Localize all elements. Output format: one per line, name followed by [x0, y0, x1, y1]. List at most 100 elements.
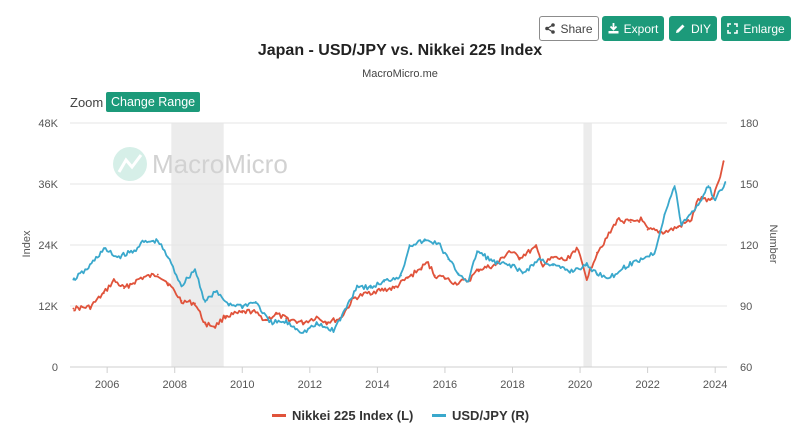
nikkei-line-point: [677, 226, 679, 229]
nikkei-line-point: [616, 218, 619, 221]
nikkei-line-point: [366, 292, 369, 295]
usdjpy-line-point: [585, 264, 588, 267]
usdjpy-line-point: [476, 250, 478, 253]
change-range-button[interactable]: Change Range: [106, 92, 201, 112]
usdjpy-line-point: [285, 321, 288, 324]
enlarge-label: Enlarge: [743, 21, 785, 36]
right-axis-label: Number: [767, 224, 779, 263]
nikkei-line-point: [710, 198, 713, 201]
nikkei-swatch: [272, 414, 286, 417]
x-tick-label: 2018: [500, 379, 524, 391]
nikkei-line-point: [629, 221, 632, 224]
usdjpy-line-point: [569, 270, 571, 273]
usdjpy-line-point: [214, 290, 217, 293]
nikkei-line-point: [542, 264, 544, 267]
usdjpy-line-point: [383, 280, 386, 283]
usdjpy-line-point: [116, 256, 119, 259]
nikkei-line-point: [214, 325, 217, 328]
nikkei-line-point: [433, 274, 436, 277]
export-button[interactable]: Export: [602, 16, 664, 41]
chart-title: Japan - USD/JPY vs. Nikkei 225 Index: [257, 42, 543, 59]
x-tick-label: 2014: [365, 379, 389, 391]
nikkei-line: [73, 160, 725, 329]
nikkei-line-point: [646, 228, 649, 231]
nikkei-line-point: [427, 261, 429, 264]
legend-label-nikkei: Nikkei 225 Index (L): [292, 408, 414, 423]
usdjpy-line-point: [156, 240, 159, 242]
x-tick-label: 2020: [568, 379, 592, 391]
usdjpy-line-point: [639, 258, 642, 261]
nikkei-line-point: [690, 218, 693, 221]
right-tick-label: 180: [740, 118, 758, 130]
nikkei-line-point: [454, 282, 456, 285]
macromicro-watermark: MacroMicro: [113, 147, 288, 181]
x-axis-ticks: 2006 2008 2010 2012 2014 2016 2018 2020 2022 2024: [95, 367, 727, 391]
nikkei-line-point: [325, 321, 328, 324]
usdjpy-line-point: [369, 286, 372, 289]
nikkei-line-point: [123, 287, 125, 290]
usdjpy-line-point: [623, 266, 625, 269]
nikkei-line-point: [352, 297, 355, 300]
usdjpy-line-point: [596, 272, 598, 275]
usdjpy-line-point: [133, 250, 136, 253]
right-tick-label: 60: [740, 362, 752, 374]
usdjpy-line-point: [521, 272, 524, 275]
nikkei-line-point: [265, 319, 267, 322]
usdjpy-line-point: [609, 276, 612, 279]
usdjpy-line-point: [467, 280, 470, 283]
left-tick-label: 12K: [38, 301, 58, 313]
usdjpy-line-point: [356, 284, 359, 287]
nikkei-line-point: [302, 321, 304, 324]
diy-button[interactable]: DIY: [669, 16, 717, 41]
left-tick-label: 0: [52, 362, 58, 374]
export-label: Export: [623, 21, 659, 36]
nikkei-line-point: [285, 317, 288, 320]
usdjpy-swatch: [432, 414, 446, 417]
nikkei-line-point: [72, 307, 75, 310]
watermark-text: MacroMicro: [152, 149, 288, 179]
legend-item-usdjpy[interactable]: USD/JPY (R): [432, 408, 529, 423]
nikkei-line-point: [180, 300, 183, 302]
nikkei-line-point: [639, 218, 642, 221]
usdjpy-line-point: [673, 185, 676, 187]
usdjpy-line-point: [72, 278, 75, 281]
nikkei-line-point: [722, 160, 725, 163]
nikkei-line-point: [251, 310, 254, 312]
usdjpy-line-point: [697, 203, 700, 206]
nikkei-line-point: [697, 198, 700, 201]
legend-item-nikkei[interactable]: Nikkei 225 Index (L): [272, 408, 413, 423]
nikkei-line-point: [167, 282, 169, 285]
usdjpy-line-point: [341, 315, 343, 318]
series-lines: [72, 160, 727, 334]
usdjpy-line-point: [663, 213, 666, 216]
left-axis-ticks: 0 12K 24K 36K 48K: [38, 118, 58, 374]
left-axis-label: Index: [21, 230, 33, 257]
usdjpy-line-point: [315, 323, 318, 326]
legend-label-usdjpy: USD/JPY (R): [452, 408, 530, 423]
x-tick-label: 2008: [162, 379, 186, 391]
share-label: Share: [560, 21, 593, 36]
gridlines: [70, 122, 727, 307]
nikkei-line-point: [406, 277, 409, 279]
nikkei-line-point: [552, 256, 554, 259]
usdjpy-line-point: [511, 264, 514, 267]
enlarge-button[interactable]: Enlarge: [721, 16, 791, 41]
nikkei-line-point: [518, 256, 521, 259]
usdjpy-line-point: [254, 301, 257, 303]
usdjpy-line-point: [85, 268, 88, 271]
nikkei-line-point: [565, 259, 568, 262]
usdjpy-line: [72, 181, 727, 334]
share-button[interactable]: Share: [539, 16, 599, 41]
nikkei-line-point: [140, 277, 142, 279]
nikkei-line-point: [102, 292, 105, 295]
x-tick-label: 2012: [298, 379, 322, 391]
usdjpy-line-point: [707, 185, 710, 187]
x-tick-label: 2016: [433, 379, 457, 391]
usdjpy-line-point: [204, 301, 207, 303]
left-tick-label: 48K: [38, 118, 58, 130]
nikkei-line-point: [194, 302, 196, 305]
usdjpy-line-point: [714, 199, 717, 202]
usdjpy-line-point: [194, 268, 196, 271]
nikkei-line-point: [241, 311, 244, 314]
